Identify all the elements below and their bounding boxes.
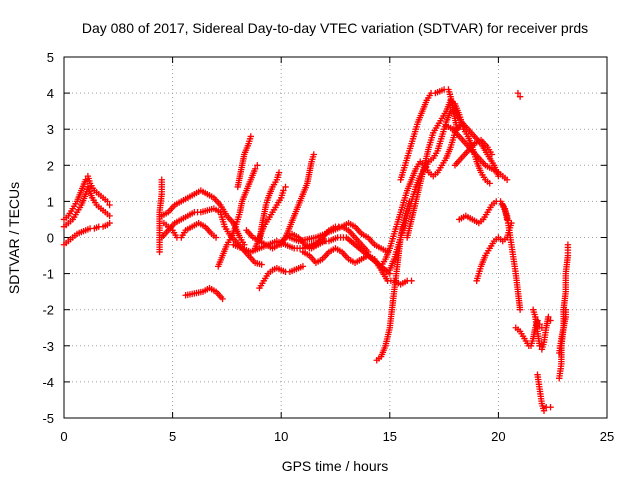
- data-series-s26: [451, 136, 496, 169]
- data-point: [104, 198, 111, 205]
- data-series-s19: [306, 219, 391, 256]
- y-tick-label: -3: [42, 339, 54, 354]
- data-point: [212, 234, 220, 241]
- data-point: [486, 180, 493, 187]
- x-tick-label: 25: [600, 429, 614, 444]
- data-point: [514, 89, 522, 97]
- data-series-s22: [386, 104, 456, 274]
- data-series-s31: [514, 89, 524, 100]
- x-tick-label: 0: [60, 429, 67, 444]
- data-series-s7: [160, 219, 220, 241]
- x-tick-label: 5: [169, 429, 176, 444]
- data-point: [564, 241, 572, 248]
- data-point: [299, 263, 307, 270]
- data-point: [106, 212, 113, 220]
- data-series-s18: [299, 245, 415, 288]
- data-point: [310, 151, 317, 158]
- y-tick-label: -4: [42, 375, 54, 390]
- data-series-s21: [377, 122, 467, 270]
- data-series-s14: [256, 169, 283, 245]
- data-series-s32: [512, 317, 546, 349]
- data-series-s13: [256, 263, 307, 292]
- x-tick-label: 20: [491, 429, 505, 444]
- data-series-s36: [556, 306, 569, 357]
- data-series-s3: [60, 219, 113, 248]
- data-point: [106, 219, 113, 227]
- data-point: [562, 306, 569, 313]
- y-tick-label: 0: [47, 231, 54, 246]
- data-point: [106, 201, 113, 209]
- data-series-s8: [182, 284, 226, 303]
- x-tick-label: 10: [274, 429, 288, 444]
- data-series-s5: [158, 187, 248, 248]
- data-point: [495, 172, 502, 180]
- y-tick-label: 4: [47, 86, 54, 101]
- data-point: [282, 183, 289, 191]
- data-series-s9: [215, 162, 261, 270]
- data-series-s30: [499, 201, 524, 313]
- data-point: [547, 403, 554, 411]
- data-series-s27: [451, 107, 502, 180]
- data-point: [408, 277, 415, 285]
- y-tick-label: -1: [42, 267, 54, 282]
- chart-title: Day 080 of 2017, Sidereal Day-to-day VTE…: [82, 20, 588, 36]
- data-series-s4: [156, 176, 165, 256]
- x-axis-label: GPS time / hours: [282, 458, 389, 474]
- data-series-s16: [278, 151, 317, 248]
- data-point: [82, 176, 89, 183]
- data-point: [219, 295, 226, 303]
- y-tick-label: 1: [47, 194, 54, 209]
- data-point: [158, 176, 165, 183]
- data-point: [516, 306, 524, 313]
- data-point: [280, 187, 287, 194]
- data-point: [247, 133, 254, 140]
- y-axis-label: SDTVAR / TECUs: [6, 182, 22, 294]
- data-series-s2: [60, 183, 113, 230]
- axis-ticks: 0 5 10 15 20 25 -5 -4 -3 -2 -1 0 1 2 3 4 5: [42, 50, 614, 444]
- data-point: [516, 93, 524, 100]
- data-point: [321, 237, 328, 245]
- data-point: [251, 165, 259, 173]
- y-tick-label: 2: [47, 158, 54, 173]
- y-tick-label: 5: [47, 50, 54, 65]
- data-series-s34: [534, 371, 554, 414]
- data-point: [540, 407, 548, 414]
- data-series-s10: [234, 133, 254, 191]
- data-point: [254, 162, 261, 169]
- x-tick-label: 15: [383, 429, 397, 444]
- data-series-s33: [529, 306, 554, 353]
- y-tick-label: -5: [42, 411, 54, 426]
- data-series-s1: [60, 172, 113, 223]
- data-point: [503, 176, 511, 183]
- data-point: [536, 342, 543, 349]
- data-point: [547, 317, 554, 324]
- y-tick-label: -2: [42, 303, 54, 318]
- data-point: [258, 261, 265, 268]
- data-point: [545, 313, 552, 321]
- data-point: [275, 169, 283, 176]
- data-marks: [60, 86, 572, 414]
- data-series-s15: [251, 183, 289, 252]
- y-tick-label: 3: [47, 122, 54, 137]
